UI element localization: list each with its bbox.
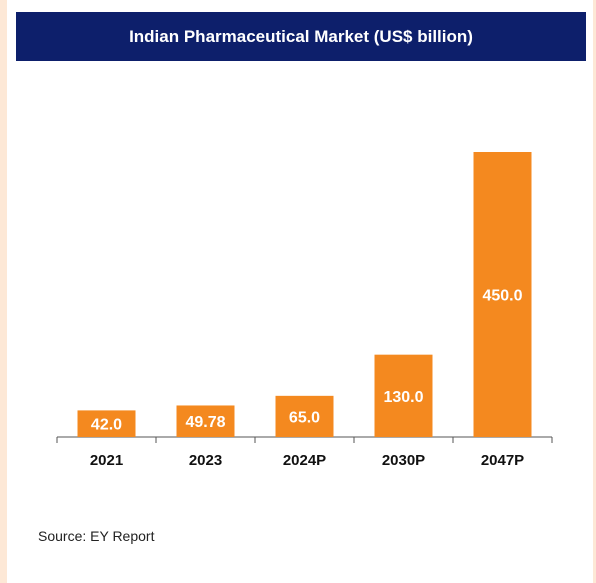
bar-value-label: 130.0 bbox=[383, 389, 423, 406]
x-tick-label: 2024P bbox=[283, 452, 326, 469]
bar-2024P bbox=[275, 395, 334, 437]
bar-value-label: 65.0 bbox=[289, 409, 320, 426]
bar-value-label: 450.0 bbox=[482, 288, 522, 305]
bar-2047P bbox=[473, 152, 532, 437]
bar-value-label: 49.78 bbox=[185, 414, 225, 431]
source-note: Source: EY Report bbox=[38, 528, 155, 544]
x-tick-label: 2021 bbox=[90, 452, 123, 469]
chart-card: Indian Pharmaceutical Market (US$ billio… bbox=[7, 0, 593, 583]
x-tick-label: 2030P bbox=[382, 452, 425, 469]
bar-2030P bbox=[374, 354, 433, 437]
chart-title: Indian Pharmaceutical Market (US$ billio… bbox=[129, 26, 473, 46]
bar-2023 bbox=[176, 405, 235, 437]
bar-value-label: 42.0 bbox=[91, 417, 122, 434]
x-tick-label: 2047P bbox=[481, 452, 524, 469]
chart-header: Indian Pharmaceutical Market (US$ billio… bbox=[16, 12, 586, 61]
bar-2021 bbox=[77, 410, 136, 437]
bar-chart: 42.0 2021 49.78 2023 65.0 2024P 130.0 2030P 450.… bbox=[56, 152, 553, 469]
x-tick-label: 2023 bbox=[189, 452, 222, 469]
